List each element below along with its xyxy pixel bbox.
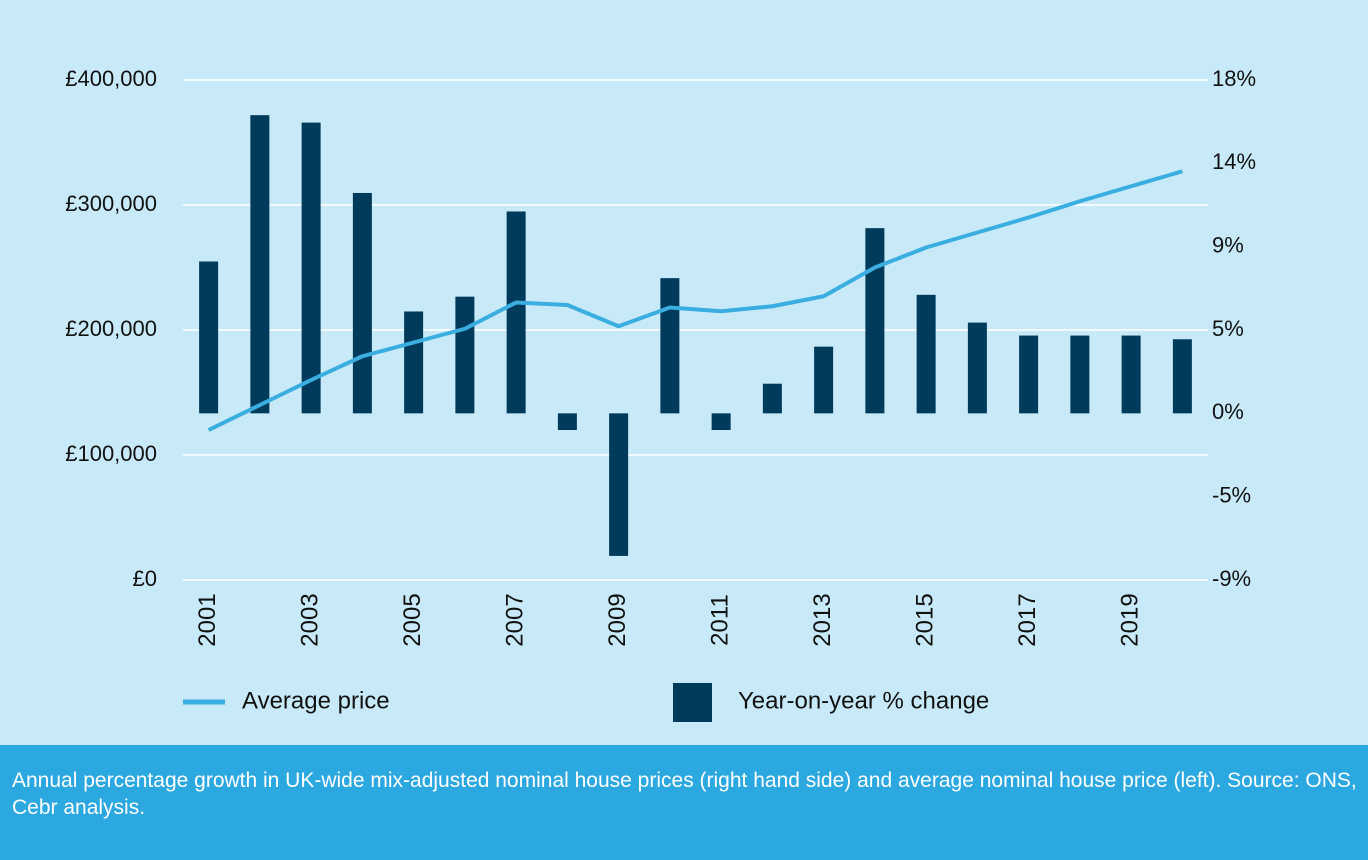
line [207, 169, 1183, 432]
y-tick-label: £100,000 [65, 441, 157, 466]
bar [199, 261, 219, 414]
bar [404, 311, 424, 414]
bar [301, 122, 321, 414]
bar [711, 413, 731, 430]
legend-label: Year-on-year % change [738, 687, 989, 714]
bar [506, 211, 526, 414]
y2-tick-label: 5% [1212, 316, 1244, 341]
x-tick-label: 2005 [399, 593, 426, 646]
chart: £0 £100,000 £200,000 £300,000 £400,000 -9% -5%… [0, 0, 1368, 745]
bar [967, 322, 987, 414]
x-tick-label: 2009 [604, 593, 631, 646]
y2-tick-label: 9% [1212, 232, 1244, 257]
bar [609, 413, 629, 556]
bar [1019, 335, 1039, 414]
x-tick-label: 2007 [501, 593, 528, 646]
x-tick-label: 2015 [911, 593, 938, 646]
bar [660, 278, 680, 414]
y-tick-label: £400,000 [65, 66, 157, 91]
y-tick-label: £0 [133, 566, 157, 591]
x-tick-label: 2013 [809, 593, 836, 646]
bar [1121, 335, 1141, 414]
x-tick-label: 2003 [296, 593, 323, 646]
bar [1172, 339, 1192, 414]
bar [1070, 335, 1090, 414]
legend-swatch [673, 683, 712, 722]
y-tick-label: £200,000 [65, 316, 157, 341]
y2-tick-label: 14% [1212, 149, 1256, 174]
caption: Annual percentage growth in UK-wide mix-… [0, 745, 1368, 860]
bar [814, 346, 834, 414]
x-tick-label: 2019 [1116, 593, 1143, 646]
x-tick-label: 2001 [194, 593, 221, 646]
x-tick-label: 2011 [706, 594, 733, 646]
bar [865, 228, 885, 414]
x-tick-label: 2017 [1014, 593, 1041, 646]
bar [916, 294, 936, 414]
bar [557, 413, 577, 430]
y2-tick-label: 18% [1212, 66, 1256, 91]
bar [762, 383, 782, 414]
legend-label: Average price [242, 687, 390, 714]
y-tick-label: £300,000 [65, 191, 157, 216]
bar [352, 192, 372, 414]
y2-tick-label: -5% [1212, 482, 1251, 507]
y2-tick-label: -9% [1212, 566, 1251, 591]
y2-tick-label: 0% [1212, 399, 1244, 424]
bar [455, 296, 475, 414]
bar [250, 115, 270, 414]
